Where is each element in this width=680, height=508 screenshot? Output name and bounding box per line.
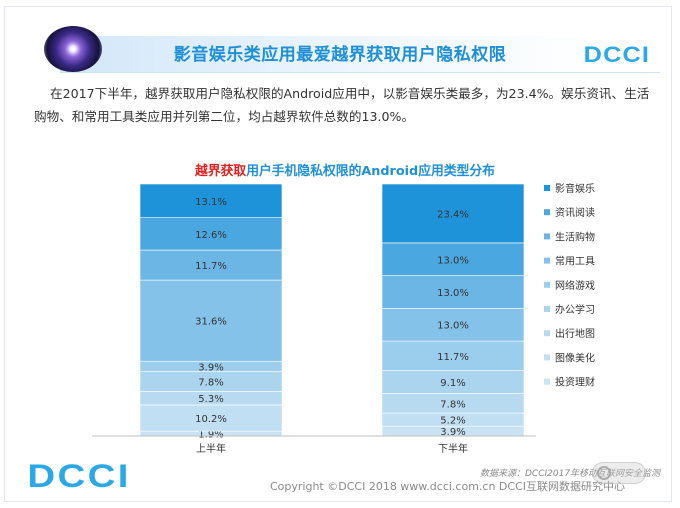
bar-segment-1-6 bbox=[139, 279, 283, 362]
legend-label-3: 生活购物 bbox=[555, 230, 595, 243]
legend-swatch-1 bbox=[544, 185, 550, 191]
legend-swatch-3 bbox=[544, 233, 550, 240]
bar-segment-2-5 bbox=[381, 340, 525, 371]
chart-title: 越界获取用户手机隐私权限的Android应用类型分布 bbox=[180, 160, 510, 179]
x-tick-label-2: 下半年 bbox=[438, 442, 468, 455]
bar-segment-1-8 bbox=[139, 217, 283, 251]
intro-paragraph: 在2017下半年，越界获取用户隐私权限的Android应用中，以影音娱乐类最多，… bbox=[34, 86, 650, 124]
legend-label-1: 影音娱乐 bbox=[555, 182, 595, 195]
slide-frame bbox=[4, 6, 672, 502]
bar-segment-2-7 bbox=[381, 275, 525, 309]
data-label-2-3: 7.8% bbox=[440, 399, 465, 410]
bar-segment-1-9 bbox=[139, 183, 283, 218]
legend-label-9: 投资理财 bbox=[555, 376, 595, 389]
data-label-2-7: 13.0% bbox=[437, 288, 469, 299]
data-label-2-8: 13.0% bbox=[437, 255, 469, 266]
data-label-2-1: 3.9% bbox=[440, 427, 465, 438]
header-band bbox=[60, 36, 600, 72]
dcci-logo-top: DCCI bbox=[584, 42, 649, 68]
legend-label-7: 出行地图 bbox=[555, 327, 595, 340]
data-source-note: 数据来源：DCCI2017年移动互联网安全监测 bbox=[480, 469, 661, 479]
legend-swatch-5 bbox=[544, 281, 550, 288]
legend-label-5: 网络游戏 bbox=[555, 279, 595, 292]
bar-segment-2-6 bbox=[381, 308, 525, 342]
x-tick-label-1: 上半年 bbox=[196, 442, 226, 455]
bar-segment-1-7 bbox=[139, 249, 283, 281]
legend-swatch-2 bbox=[544, 209, 550, 216]
legend-label-2: 资讯阅读 bbox=[555, 206, 595, 219]
chart-title-rest: 用户手机隐私权限的Android应用类型分布 bbox=[246, 164, 495, 179]
watermark-icon bbox=[597, 466, 611, 480]
slide-title: 影音娱乐类应用最爱越界获取用户隐私权限 bbox=[173, 45, 507, 65]
logo-text-bottom: DCCI bbox=[27, 458, 131, 494]
legend-label-4: 常用工具 bbox=[555, 255, 595, 268]
data-label-2-2: 5.2% bbox=[440, 416, 465, 427]
data-label-1-9: 13.1% bbox=[195, 197, 227, 208]
data-label-2-6: 13.0% bbox=[437, 321, 469, 332]
bar-segment-2-8 bbox=[381, 242, 525, 276]
data-label-2-9: 23.4% bbox=[437, 209, 469, 220]
legend-label-6: 办公学习 bbox=[555, 303, 595, 316]
dcci-logo-bottom: DCCI bbox=[27, 458, 128, 495]
legend-swatch-8 bbox=[544, 354, 550, 361]
data-label-2-5: 11.7% bbox=[437, 352, 469, 363]
watermark-badge bbox=[592, 462, 646, 484]
data-label-1-2: 10.2% bbox=[195, 414, 227, 425]
chart-title-highlight: 越界获取 bbox=[195, 164, 247, 179]
legend-swatch-4 bbox=[544, 257, 550, 264]
bar-segment-1-2 bbox=[139, 404, 283, 432]
data-label-1-5: 3.9% bbox=[198, 362, 223, 373]
data-label-1-4: 7.8% bbox=[198, 377, 223, 388]
logo-text: DCCI bbox=[583, 42, 651, 67]
orb-spark-icon bbox=[68, 44, 78, 54]
data-label-1-1: 1.9% bbox=[198, 430, 223, 441]
data-label-1-7: 11.7% bbox=[195, 261, 227, 272]
header-divider bbox=[60, 72, 660, 73]
copyright-line: Copyright ©DCCI 2018 www.dcci.com.cn DCC… bbox=[270, 480, 625, 493]
legend-label-8: 图像美化 bbox=[555, 351, 595, 364]
data-label-1-3: 5.3% bbox=[198, 394, 223, 405]
legend-swatch-9 bbox=[544, 378, 550, 385]
legend-swatch-6 bbox=[544, 306, 550, 312]
data-label-1-8: 12.6% bbox=[195, 230, 227, 241]
bar-segment-2-9 bbox=[381, 183, 525, 244]
data-label-1-6: 31.6% bbox=[195, 317, 227, 328]
legend-swatch-7 bbox=[544, 330, 550, 337]
data-label-2-4: 9.1% bbox=[440, 378, 465, 389]
